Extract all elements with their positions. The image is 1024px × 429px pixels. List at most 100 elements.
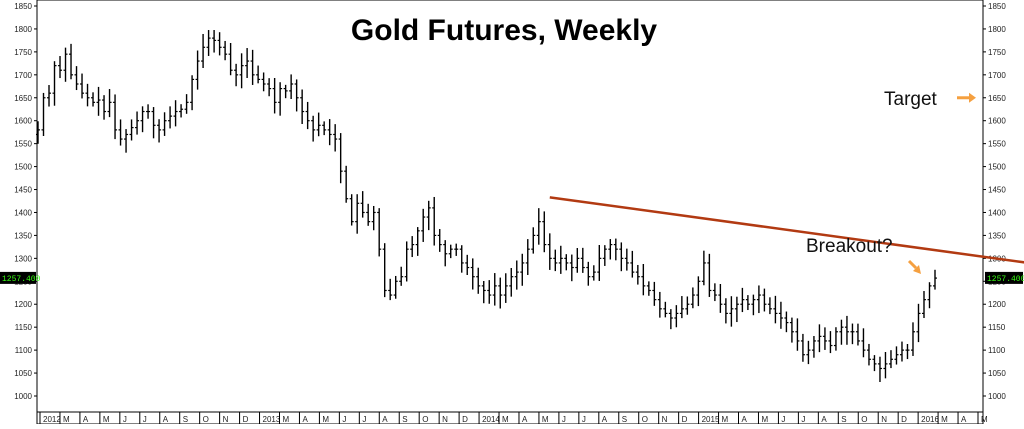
ohlc-bar	[382, 243, 387, 298]
ohlc-bar	[751, 294, 756, 316]
right-y-axis: 1000105011001150120012501300135014001450…	[983, 2, 1006, 401]
ohlc-bar	[69, 43, 74, 80]
x-tick-label: A	[163, 415, 169, 424]
x-tick-label: M	[502, 415, 509, 424]
ohlc-bar	[393, 275, 398, 299]
last-price-label-right: 1257.400	[987, 275, 1024, 284]
ohlc-bar	[190, 75, 195, 111]
ohlc-bar	[74, 66, 79, 91]
ohlc-bar	[415, 227, 420, 256]
ohlc-bar	[624, 248, 629, 271]
ohlc-bar	[580, 247, 585, 273]
ohlc-bar	[118, 119, 123, 146]
ohlc-bar	[432, 196, 437, 246]
ohlc-bar	[905, 343, 910, 360]
ohlc-bar	[102, 95, 107, 120]
x-tick-label: O	[422, 415, 428, 424]
ohlc-bar	[96, 86, 101, 116]
ohlc-bar	[91, 92, 96, 107]
ohlc-bar	[591, 265, 596, 281]
x-tick-label: J	[582, 415, 586, 424]
ohlc-bar	[129, 119, 134, 141]
ohlc-bar	[514, 260, 519, 290]
y-tick-label-left: 1650	[14, 94, 32, 103]
ohlc-bar	[63, 47, 68, 82]
ohlc-bar	[278, 82, 283, 116]
x-tick-label: J	[562, 415, 566, 424]
ohlc-bar	[921, 291, 926, 319]
ohlc-bar	[707, 253, 712, 297]
x-tick-label: J	[362, 415, 366, 424]
ohlc-bar	[872, 355, 877, 372]
ohlc-bar	[289, 74, 294, 100]
left-y-axis: 1000105011001150120012501300135014001450…	[14, 2, 37, 401]
ohlc-bar	[844, 315, 849, 345]
ohlc-bar	[162, 112, 167, 136]
y-tick-label-right: 1800	[988, 25, 1006, 34]
breakout-arrow-shaft	[907, 259, 918, 270]
y-tick-label-left: 1500	[14, 163, 32, 172]
ohlc-bar	[338, 133, 343, 184]
ohlc-bar	[459, 245, 464, 273]
ohlc-bar	[520, 253, 525, 286]
ohlc-bar	[927, 282, 932, 309]
ohlc-bar	[267, 78, 272, 97]
ohlc-bar	[685, 296, 690, 315]
ohlc-bar	[184, 94, 189, 114]
ohlc-bar	[404, 241, 409, 282]
ohlc-bar	[916, 303, 921, 343]
ohlc-bar	[839, 319, 844, 345]
y-tick-label-right: 1500	[988, 163, 1006, 172]
ohlc-bar	[674, 305, 679, 328]
y-tick-label-right: 1600	[988, 117, 1006, 126]
y-tick-label-right: 1000	[988, 392, 1006, 401]
ohlc-bar	[206, 30, 211, 56]
ohlc-bar	[481, 280, 486, 304]
x-tick-label: J	[781, 415, 785, 424]
ohlc-bar	[465, 254, 470, 276]
x-tick-label: A	[961, 415, 967, 424]
ohlc-bar	[894, 346, 899, 365]
ohlc-bar	[586, 261, 591, 286]
x-tick-label: M	[941, 415, 948, 424]
ohlc-bar	[569, 254, 574, 282]
x-tick-label: M	[981, 415, 988, 424]
x-tick-label: J	[123, 415, 127, 424]
ohlc-bar	[168, 106, 173, 129]
y-tick-label-right: 1650	[988, 94, 1006, 103]
ohlc-bar	[547, 233, 552, 270]
y-tick-label-right: 1350	[988, 231, 1006, 240]
x-tick-label: M	[63, 415, 70, 424]
ohlc-bar	[283, 84, 288, 99]
ohlc-bar	[800, 333, 805, 362]
ohlc-bar	[305, 101, 310, 130]
y-tick-label-right: 1750	[988, 48, 1006, 57]
ohlc-bar	[146, 104, 151, 119]
ohlc-bars	[36, 30, 937, 383]
x-tick-label: 2015	[702, 415, 720, 424]
ohlc-bar	[933, 269, 937, 290]
ohlc-bar	[762, 288, 767, 312]
ohlc-bar	[795, 318, 800, 351]
ohlc-bar	[663, 301, 668, 318]
ohlc-bar	[135, 111, 140, 135]
target-arrow-head	[969, 92, 976, 103]
x-tick-label: O	[642, 415, 648, 424]
ohlc-bar	[525, 239, 530, 275]
ohlc-bar	[855, 323, 860, 346]
ohlc-bar	[861, 328, 866, 358]
y-tick-label-right: 1450	[988, 186, 1006, 195]
ohlc-bar	[536, 208, 541, 245]
x-tick-label: O	[203, 415, 209, 424]
y-tick-label-right: 1150	[988, 323, 1006, 332]
ohlc-bar	[388, 278, 393, 301]
ohlc-bar	[212, 30, 217, 53]
y-tick-label-left: 1750	[14, 48, 32, 57]
ohlc-bar	[679, 296, 684, 319]
ohlc-bar	[107, 89, 112, 118]
x-tick-label: M	[282, 415, 289, 424]
breakout-arrow-icon	[907, 259, 921, 274]
ohlc-bar	[558, 245, 563, 274]
last-price-tag-right	[985, 271, 1023, 284]
x-tick-label: 2012	[43, 415, 61, 424]
